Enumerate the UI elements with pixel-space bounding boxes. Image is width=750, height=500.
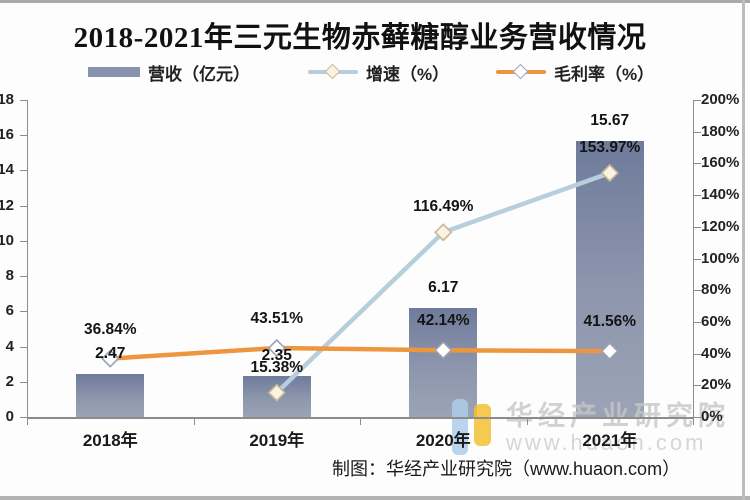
left-axis-line: [27, 100, 28, 417]
watermark-url: www.huaon.com: [506, 430, 707, 455]
watermark-logo-blue-icon: [452, 399, 468, 455]
watermark-logo-yellow-icon: [474, 404, 491, 446]
right-axis-tick: [694, 353, 701, 355]
right-axis-line: [693, 100, 694, 417]
left-axis-tick: [20, 240, 27, 242]
left-axis-tick-label: 6: [5, 302, 14, 320]
right-axis-tick: [694, 100, 701, 101]
line-毛利率（%）: [110, 345, 610, 361]
diamond-marker-icon: [600, 163, 619, 183]
line-value-label: 36.84%: [83, 320, 137, 338]
x-axis-label: 2019年: [249, 431, 305, 450]
bar-2018年: [76, 373, 145, 417]
right-axis-tick: [694, 417, 701, 418]
left-axis-tick: [20, 417, 27, 418]
left-axis-tick-label: 10: [0, 231, 14, 249]
left-axis-tick: [20, 276, 27, 278]
left-axis-tick: [20, 381, 27, 383]
right-axis-tick: [694, 290, 701, 292]
watermark-text: 华经产业研究院: [506, 401, 730, 431]
diamond-marker-icon: [600, 341, 619, 361]
right-axis-tick: [694, 258, 701, 260]
left-axis-tick: [20, 170, 27, 172]
right-axis-tick: [694, 195, 701, 197]
left-axis-tick: [20, 346, 27, 348]
bar-value-label: 2.47: [95, 344, 126, 362]
left-axis-tick-label: 2: [5, 372, 14, 390]
legend: 营收（亿元） 增速（%） 毛利率（%）: [0, 58, 750, 86]
chart-title: 2018-2021年三元生物赤藓糖醇业务营收情况: [73, 22, 647, 54]
right-axis-tick-label: 160%: [701, 154, 740, 172]
legend-item-growth: 增速（%）: [308, 58, 449, 86]
x-axis-line: [27, 417, 694, 419]
right-axis-tick: [694, 385, 701, 387]
left-axis-tick: [20, 100, 27, 101]
right-axis-tick-label: 180%: [701, 122, 740, 140]
line-value-label: 43.51%: [250, 310, 304, 328]
bar-value-label: 2.35: [261, 346, 292, 364]
right-axis-tick: [694, 226, 701, 228]
left-axis-tick-label: 16: [0, 126, 14, 144]
source-credit: 制图：华经产业研究院（www.huaon.com）: [332, 459, 681, 479]
left-axis-tick-label: 8: [5, 267, 14, 285]
x-axis-label: 2018年: [82, 431, 138, 450]
bottom-border: [0, 496, 750, 500]
x-axis-label: 2021年: [582, 431, 638, 450]
bar-value-label: 15.67: [590, 112, 630, 130]
x-axis-tick: [693, 419, 694, 425]
right-axis-tick-label: 120%: [701, 217, 740, 235]
x-axis-tick: [193, 419, 195, 425]
right-axis-tick: [694, 321, 701, 323]
diamond-marker-icon: [434, 223, 453, 242]
left-axis-tick-label: 0: [5, 408, 14, 425]
right-axis-tick-label: 20%: [701, 376, 732, 394]
right-border: [742, 0, 745, 500]
left-axis-tick: [20, 311, 27, 313]
line-value-label: 15.38%: [250, 358, 304, 376]
diamond-marker-icon: [267, 338, 286, 358]
bar-value-label: 6.17: [428, 279, 459, 297]
line-diamond-swatch-icon: [496, 63, 546, 80]
left-axis-tick-label: 12: [0, 196, 14, 214]
line-diamond-swatch-icon: [308, 63, 358, 80]
right-axis-tick-label: 40%: [701, 344, 732, 362]
x-axis-tick: [360, 419, 361, 425]
right-axis-tick-label: 100%: [701, 249, 740, 267]
left-axis-tick-label: 4: [5, 337, 14, 355]
x-axis-tick: [526, 419, 528, 425]
right-axis-tick: [694, 131, 701, 133]
diamond-marker-icon: [434, 341, 453, 360]
bar-2020年: [409, 308, 478, 417]
right-axis-tick-label: 140%: [701, 186, 740, 204]
diamond-marker-icon: [267, 383, 286, 402]
bar-swatch-icon: [88, 67, 140, 77]
right-axis-tick: [694, 163, 701, 165]
legend-label-revenue: 营收（亿元）: [148, 64, 250, 84]
right-axis-tick-label: 60%: [701, 312, 732, 330]
left-axis-tick-label: 14: [0, 161, 14, 179]
bar-2021年: [575, 141, 644, 417]
right-axis-tick-label: 80%: [701, 281, 732, 299]
x-axis-tick: [27, 419, 28, 425]
legend-label-growth: 增速（%）: [366, 64, 450, 84]
right-axis-tick-label: 0%: [701, 408, 723, 425]
top-border: [0, 0, 750, 3]
x-axis-label: 2020年: [415, 431, 471, 450]
legend-item-revenue: 营收（亿元）: [88, 58, 250, 86]
left-axis-tick-label: 18: [0, 91, 14, 108]
legend-label-margin: 毛利率（%）: [554, 64, 655, 84]
diamond-marker-icon: [101, 349, 120, 368]
line-value-label: 153.97%: [579, 138, 641, 156]
left-axis-tick: [20, 205, 27, 207]
right-axis-tick-label: 200%: [701, 91, 740, 108]
line-value-label: 116.49%: [413, 198, 474, 216]
line-value-label: 41.56%: [583, 313, 637, 331]
legend-item-margin: 毛利率（%）: [496, 58, 654, 86]
line-value-label: 42.14%: [416, 312, 470, 330]
left-axis-tick: [20, 135, 27, 137]
